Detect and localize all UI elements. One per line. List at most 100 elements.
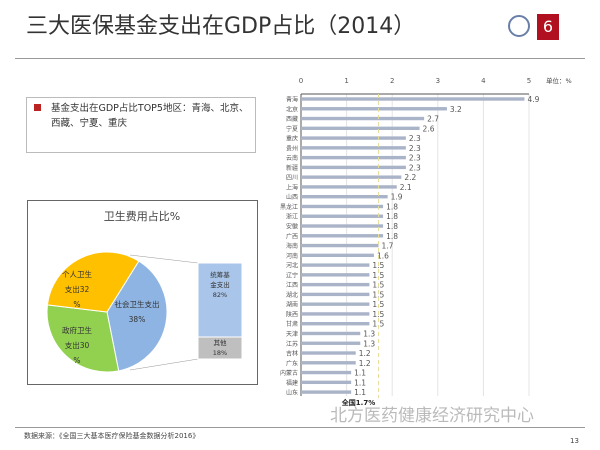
- center-logo: 6: [537, 14, 559, 40]
- bar: [301, 185, 397, 189]
- category-label: 广西: [286, 232, 298, 240]
- unit-label: 单位：%: [546, 76, 572, 85]
- data-source: 数据来源：《全国三大基本医疗保险基金数据分析2016》: [24, 432, 200, 440]
- category-label: 西藏: [286, 115, 298, 123]
- bar: [301, 302, 370, 306]
- data-label: 1.9: [391, 193, 403, 202]
- pie-slice: [46, 251, 140, 313]
- category-label: 上海: [286, 183, 298, 191]
- slice-label-social: 社会卫生支出 38%: [112, 297, 162, 327]
- top5-note: 基金支出在GDP占比TOP5地区：青海、北京、西藏、宁夏、重庆: [26, 97, 256, 153]
- data-label: 2.2: [404, 173, 416, 182]
- category-label: 贵州: [286, 144, 298, 152]
- bar: [301, 390, 352, 394]
- category-label: 天津: [286, 331, 298, 338]
- slice-label: 个人卫生支出: [62, 270, 92, 294]
- slice-value: 32 %: [73, 285, 90, 309]
- data-label: 1.8: [386, 232, 398, 241]
- data-label: 3.2: [450, 105, 462, 114]
- data-label: 2.1: [400, 183, 412, 192]
- watermark: 北方医药健康经济研究中心: [330, 406, 534, 426]
- bar: [301, 282, 370, 287]
- data-label: 1.2: [359, 359, 371, 368]
- bar: [301, 370, 352, 375]
- bar: [301, 331, 361, 336]
- data-label: 2.3: [409, 144, 421, 153]
- bar: [301, 322, 370, 326]
- breakdown-segment: [197, 262, 243, 338]
- category-label: 吉林: [286, 350, 298, 358]
- bar: [301, 175, 402, 179]
- data-label: 1.1: [354, 369, 366, 378]
- x-tick-label: 1: [344, 77, 348, 85]
- bar: [301, 116, 425, 121]
- x-tick-label: 5: [527, 77, 531, 85]
- category-label: 安徽: [286, 223, 298, 231]
- bar: [301, 273, 370, 277]
- category-label: 辽宁: [286, 271, 298, 279]
- data-label: 2.6: [423, 124, 435, 133]
- category-label: 云南: [286, 154, 298, 162]
- bar: [301, 136, 406, 140]
- data-label: 4.9: [527, 95, 539, 104]
- bar: [301, 146, 406, 150]
- category-label: 江苏: [286, 340, 298, 348]
- university-seal-logo: [508, 15, 530, 37]
- bar: [301, 234, 384, 238]
- pie-slice: [46, 304, 120, 373]
- category-label: 广东: [286, 359, 298, 367]
- note-text: 基金支出在GDP占比TOP5地区：青海、北京、西藏、宁夏、重庆: [51, 103, 249, 129]
- breakdown-label: 其他: [214, 338, 228, 347]
- data-label: 1.8: [386, 202, 398, 211]
- category-label: 陕西: [286, 310, 298, 318]
- bar: [301, 351, 356, 355]
- category-label: 浙江: [286, 213, 298, 221]
- category-label: 甘肃: [286, 320, 298, 328]
- data-label: 1.1: [354, 378, 366, 387]
- page-number: 13: [570, 437, 579, 445]
- data-label: 1.6: [377, 251, 389, 260]
- breakdown-segment: [197, 336, 243, 360]
- x-tick-label: 4: [481, 77, 486, 85]
- bar: [301, 253, 374, 258]
- data-label: 1.7: [382, 242, 394, 251]
- bullet-icon: [34, 104, 41, 111]
- category-label: 河南: [286, 252, 298, 260]
- pie-panel: [27, 200, 258, 385]
- bar: [301, 126, 420, 131]
- data-label: 2.3: [409, 134, 421, 143]
- data-label: 1.3: [363, 329, 375, 338]
- slice-label-government: 政府卫生支出30 %: [60, 323, 94, 368]
- slice-value: 38%: [128, 315, 146, 324]
- bar: [301, 165, 406, 170]
- connector-line: [129, 254, 199, 264]
- category-label: 新疆: [286, 164, 298, 172]
- data-label: 2.7: [427, 115, 439, 124]
- category-label: 重庆: [286, 135, 298, 143]
- bar: [301, 224, 384, 228]
- category-label: 宁夏: [286, 125, 298, 133]
- data-label: 1.8: [386, 212, 398, 221]
- bar: [301, 263, 370, 267]
- category-label: 四川: [286, 175, 298, 182]
- bar: [301, 97, 525, 101]
- bar: [301, 292, 370, 297]
- category-label: 湖北: [286, 291, 298, 299]
- bar: [301, 341, 361, 345]
- reference-label: 全国1.7%: [341, 398, 375, 407]
- breakdown-value: 18%: [213, 349, 227, 357]
- slice-label-personal: 个人卫生支出32 %: [60, 267, 94, 312]
- bar: [301, 155, 406, 160]
- bar: [301, 204, 384, 209]
- data-label: 1.5: [372, 290, 384, 299]
- data-label: 2.3: [409, 163, 421, 172]
- category-label: 北京: [286, 105, 298, 113]
- title-divider: [15, 58, 585, 59]
- category-label: 青海: [286, 96, 298, 104]
- bar: [301, 195, 388, 199]
- breakdown-label: 金支出: [210, 280, 230, 289]
- data-label: 1.1: [354, 388, 366, 397]
- bar: [301, 312, 370, 316]
